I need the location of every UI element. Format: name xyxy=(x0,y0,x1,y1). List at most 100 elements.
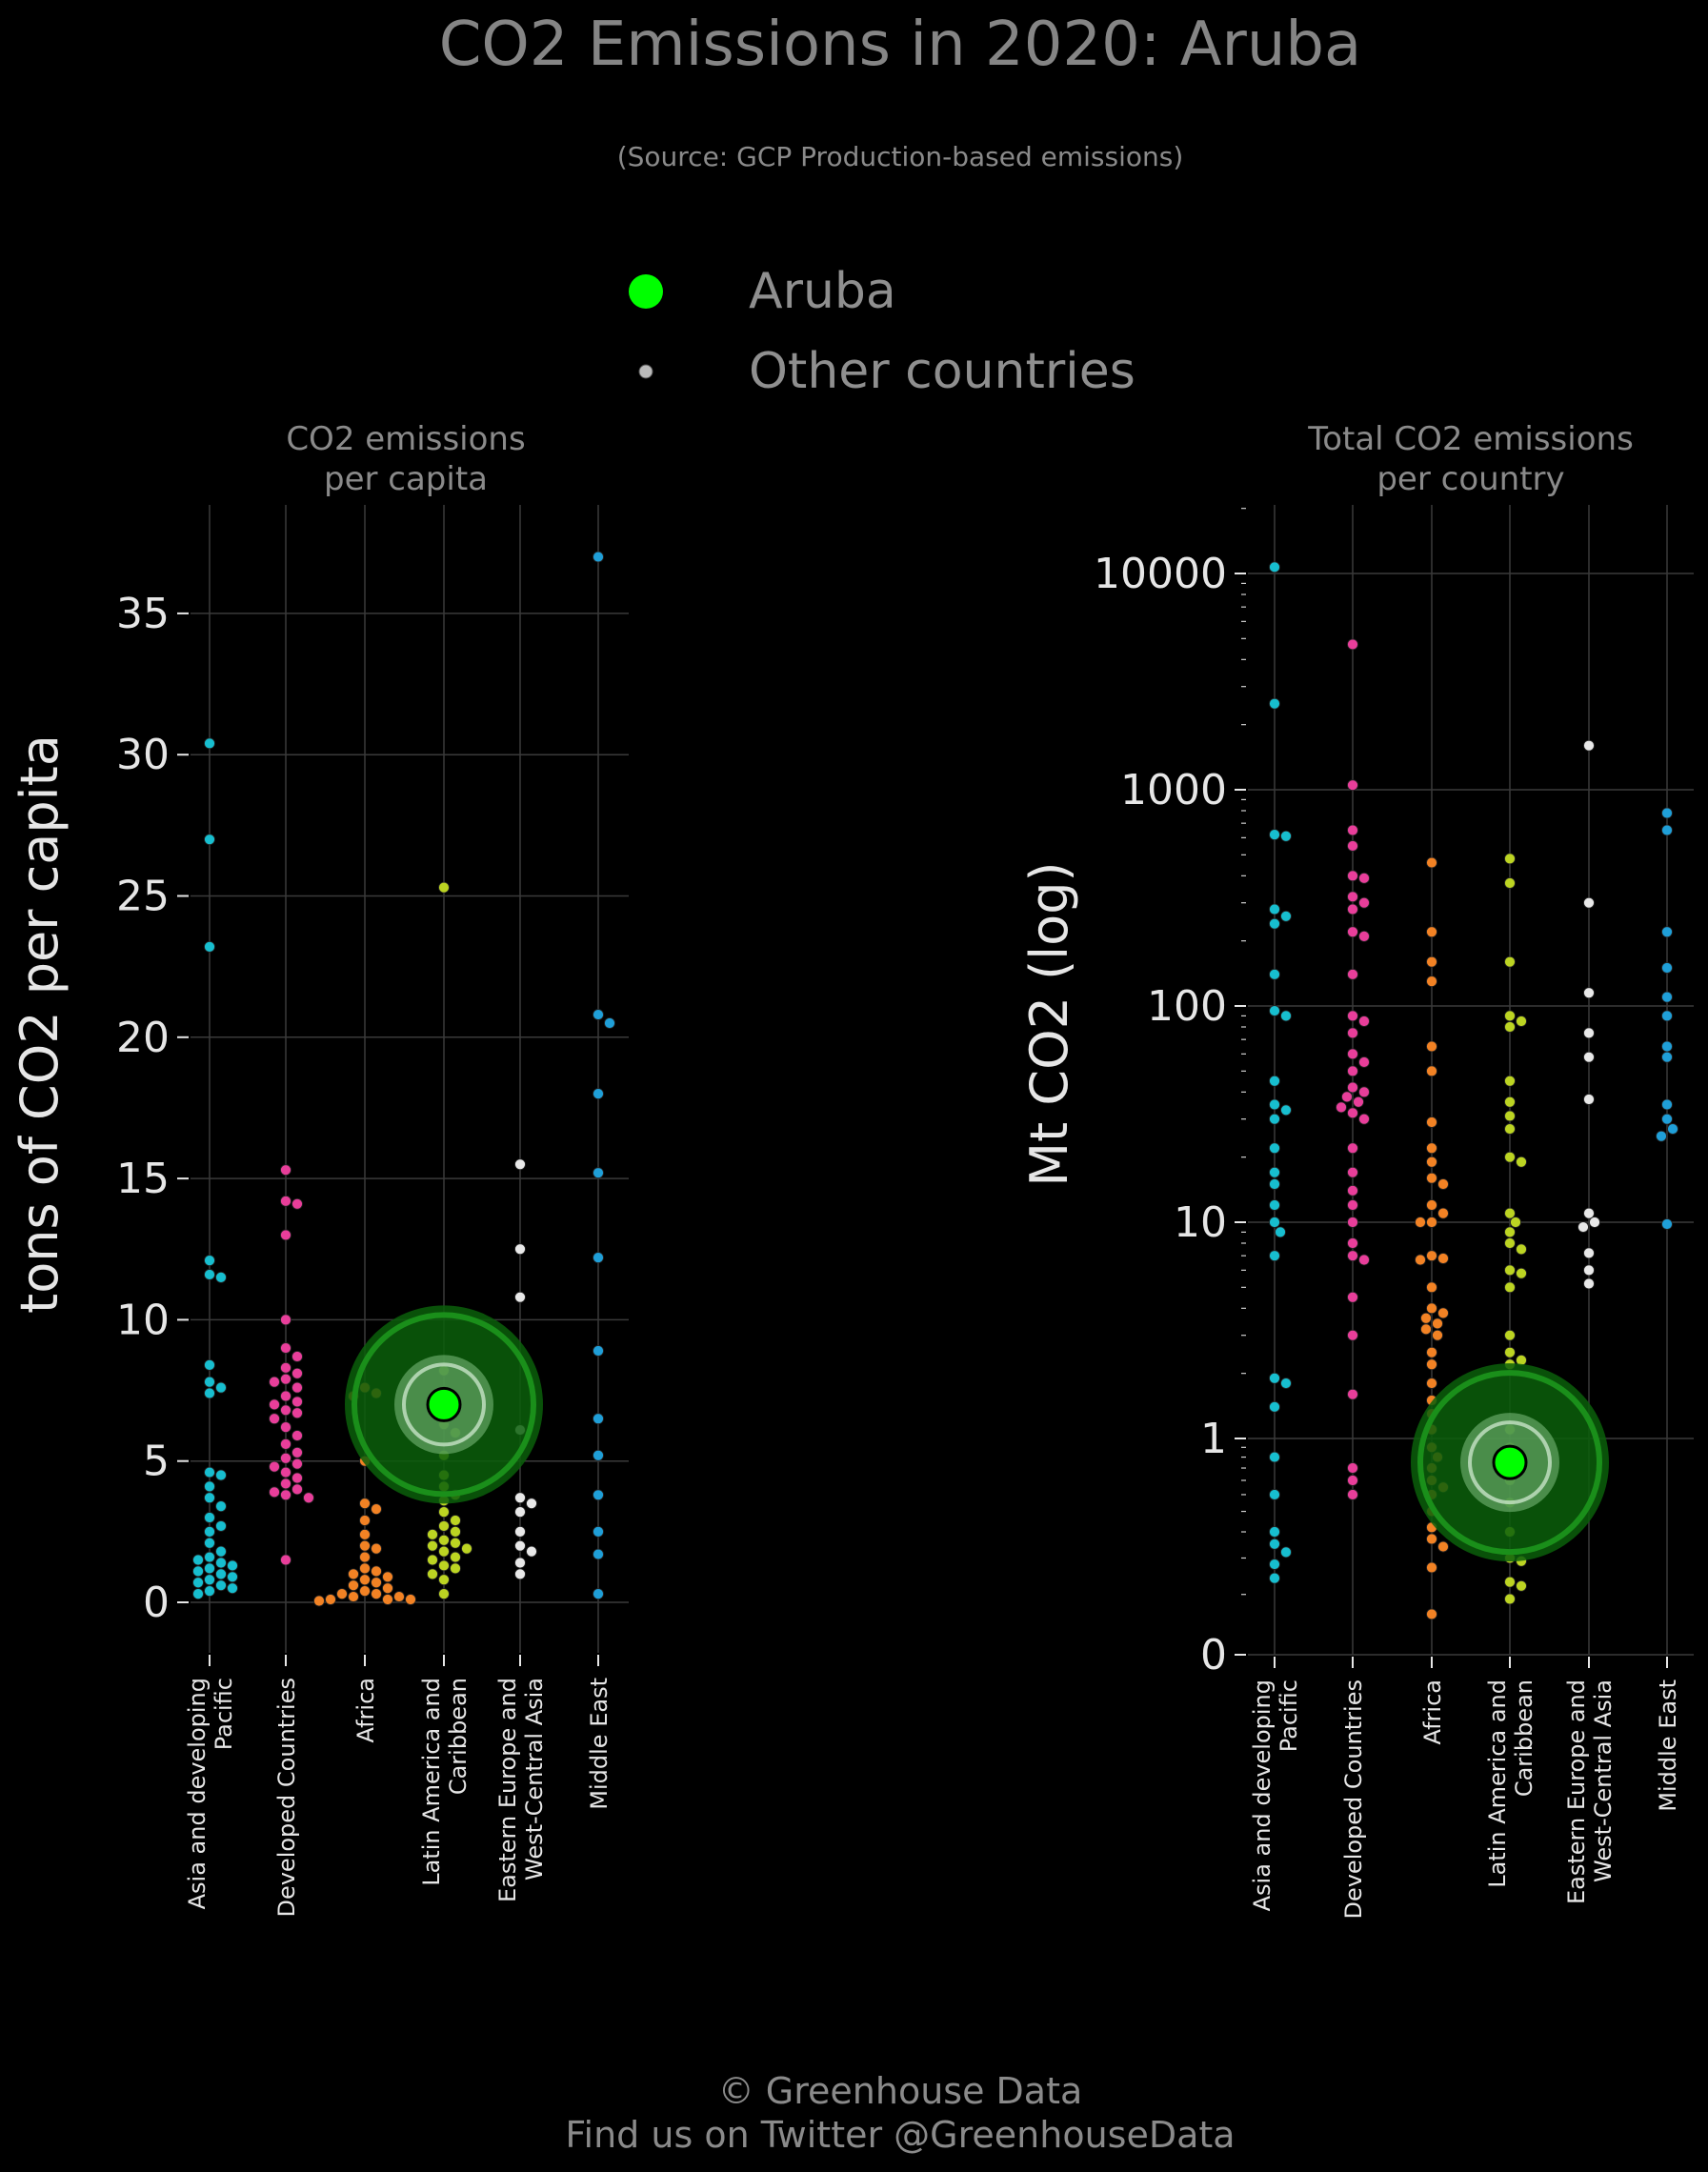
data-point-latin-america-and-caribbean xyxy=(450,1537,461,1549)
y-tick-label: 10000 xyxy=(1094,550,1227,598)
data-point-developed-countries xyxy=(291,1483,303,1496)
data-point-asia-and-developing-pacific xyxy=(227,1571,238,1583)
data-point-latin-america-and-caribbean xyxy=(1504,1264,1516,1277)
data-point-asia-and-developing-pacific xyxy=(204,1512,215,1523)
data-point-latin-america-and-caribbean xyxy=(450,1551,461,1563)
x-tick-label-asia-and-developing-pacific: Asia and developingPacific xyxy=(1249,1679,1302,1911)
data-point-africa xyxy=(1426,975,1437,988)
data-point-latin-america-and-caribbean xyxy=(461,1542,472,1555)
data-point-asia-and-developing-pacific xyxy=(1269,1113,1280,1125)
data-point-developed-countries xyxy=(1347,870,1358,882)
data-point-africa xyxy=(1426,1142,1437,1155)
data-point-eastern-europe-and-west-central-asia xyxy=(514,1291,526,1303)
data-point-latin-america-and-caribbean xyxy=(1510,1217,1521,1228)
data-point-middle-east xyxy=(1656,1130,1667,1142)
data-point-africa xyxy=(371,1542,382,1555)
data-point-eastern-europe-and-west-central-asia xyxy=(1583,1051,1595,1063)
y-tick-label: 35 xyxy=(116,590,170,638)
data-point-eastern-europe-and-west-central-asia xyxy=(514,1525,526,1538)
data-point-asia-and-developing-pacific xyxy=(192,1554,204,1566)
x-ticks-per-capita: Asia and developingPacific Developed Coun… xyxy=(184,1655,613,1918)
data-point-asia-and-developing-pacific xyxy=(1280,1546,1292,1559)
data-point-africa xyxy=(1426,1065,1437,1077)
data-point-latin-america-and-caribbean xyxy=(1516,1016,1527,1027)
data-point-middle-east xyxy=(593,1252,604,1264)
x-tick-label-developed-countries: Developed Countries xyxy=(273,1678,300,1918)
data-point-latin-america-and-caribbean xyxy=(1504,1237,1516,1249)
data-point-developed-countries xyxy=(1347,1388,1358,1400)
data-point-developed-countries xyxy=(291,1197,303,1210)
x-tick-label-line: Asia and developing xyxy=(1249,1679,1276,1911)
data-point-latin-america-and-caribbean xyxy=(438,1588,450,1600)
data-point-developed-countries xyxy=(1347,968,1358,980)
data-point-developed-countries xyxy=(1347,840,1358,852)
data-point-latin-america-and-caribbean xyxy=(1516,1156,1527,1168)
data-point-latin-america-and-caribbean xyxy=(438,881,450,894)
data-point-developed-countries xyxy=(269,1486,280,1498)
data-point-africa xyxy=(359,1585,371,1598)
data-point-asia-and-developing-pacific xyxy=(1269,1142,1280,1155)
data-point-developed-countries xyxy=(280,1554,291,1566)
data-point-eastern-europe-and-west-central-asia xyxy=(1583,1027,1595,1039)
panel-per-capita: CO2 emissions per capita tons of CO2 per … xyxy=(10,420,629,1918)
data-point-middle-east xyxy=(1667,1123,1678,1135)
data-point-africa xyxy=(348,1568,359,1580)
data-point-developed-countries xyxy=(1347,1462,1358,1474)
data-point-africa xyxy=(1426,1346,1437,1358)
data-point-asia-and-developing-pacific xyxy=(1269,1178,1280,1190)
data-point-asia-and-developing-pacific xyxy=(204,1574,215,1586)
data-point-developed-countries xyxy=(269,1413,280,1425)
data-point-developed-countries xyxy=(280,1478,291,1490)
x-tick-label-line: Asia and developing xyxy=(184,1678,211,1909)
gridlines-per-capita xyxy=(191,505,629,1653)
data-point-developed-countries xyxy=(1347,1065,1358,1077)
x-tick-label-line: Pacific xyxy=(1276,1679,1302,1752)
data-point-developed-countries xyxy=(280,1361,291,1374)
x-tick-label-middle-east: Middle East xyxy=(586,1678,613,1810)
data-point-asia-and-developing-pacific xyxy=(204,1480,215,1493)
data-point-middle-east xyxy=(593,1489,604,1501)
data-point-asia-and-developing-pacific xyxy=(1269,1489,1280,1500)
data-point-latin-america-and-caribbean xyxy=(427,1539,438,1552)
panel-title-total: Total CO2 emissions per country xyxy=(1307,420,1634,498)
data-point-developed-countries xyxy=(1347,1475,1358,1486)
data-point-eastern-europe-and-west-central-asia xyxy=(514,1492,526,1504)
data-point-africa xyxy=(1420,1323,1432,1336)
data-point-africa xyxy=(1437,1253,1449,1264)
data-point-developed-countries xyxy=(1336,1101,1347,1114)
data-point-asia-and-developing-pacific xyxy=(1269,1075,1280,1087)
data-point-latin-america-and-caribbean xyxy=(1504,1593,1516,1605)
data-point-africa xyxy=(348,1591,359,1602)
data-point-developed-countries xyxy=(280,1421,291,1434)
data-point-latin-america-and-caribbean xyxy=(427,1568,438,1580)
x-tick-label-line: Latin America and xyxy=(418,1678,445,1886)
data-point-developed-countries xyxy=(1347,779,1358,792)
data-point-asia-and-developing-pacific xyxy=(204,1551,215,1563)
data-point-africa xyxy=(1415,1217,1426,1228)
data-point-africa xyxy=(1426,1040,1437,1053)
data-point-developed-countries xyxy=(280,1342,291,1354)
x-tick-label-latin-america-and-caribbean: Latin America andCaribbean xyxy=(1484,1679,1537,1888)
data-point-asia-and-developing-pacific xyxy=(204,1376,215,1388)
data-point-eastern-europe-and-west-central-asia xyxy=(1583,987,1595,999)
data-point-developed-countries xyxy=(303,1492,314,1504)
data-point-africa xyxy=(1426,1199,1437,1211)
highlight-halo-inner-ring xyxy=(402,1362,486,1447)
data-point-asia-and-developing-pacific xyxy=(1269,1451,1280,1463)
data-point-latin-america-and-caribbean xyxy=(1504,1010,1516,1022)
data-point-africa xyxy=(1426,1250,1437,1262)
y-tick-label: 30 xyxy=(116,731,170,779)
data-point-africa xyxy=(371,1503,382,1516)
data-point-developed-countries xyxy=(1347,1107,1358,1119)
x-tick-label-line: Caribbean xyxy=(1511,1679,1537,1797)
data-point-asia-and-developing-pacific xyxy=(1269,968,1280,980)
data-point-asia-and-developing-pacific xyxy=(215,1381,227,1394)
data-point-latin-america-and-caribbean xyxy=(1504,1346,1516,1358)
data-point-developed-countries xyxy=(1347,891,1358,903)
data-point-middle-east xyxy=(593,1009,604,1020)
data-point-asia-and-developing-pacific xyxy=(215,1469,227,1481)
data-point-africa xyxy=(1426,955,1437,968)
data-point-latin-america-and-caribbean xyxy=(438,1506,450,1518)
data-point-middle-east xyxy=(593,551,604,563)
x-tick-label-line: Caribbean xyxy=(445,1678,472,1795)
